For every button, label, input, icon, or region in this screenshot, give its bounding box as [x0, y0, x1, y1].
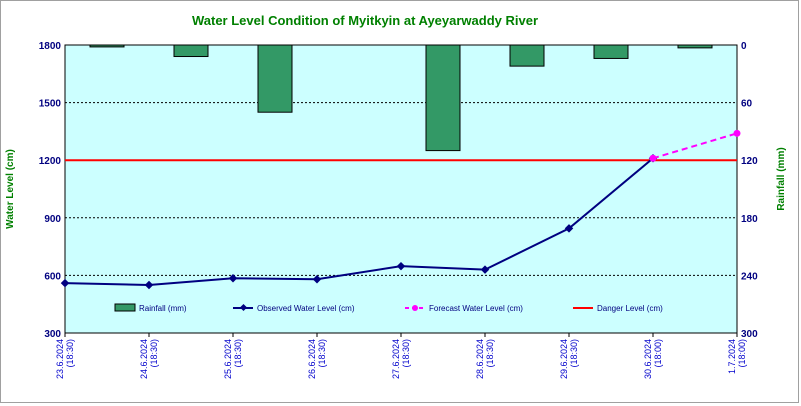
left-tick-label: 900 — [44, 214, 61, 225]
right-tick-label: 120 — [741, 156, 758, 167]
rainfall-bar — [593, 44, 629, 59]
right-tick-label: 0 — [741, 41, 747, 52]
observed-point — [144, 280, 154, 290]
observed-water-level-line — [64, 157, 654, 287]
x-tick-label-time: (18:30) — [149, 339, 159, 368]
legend-label: Danger Level (cm) — [597, 304, 663, 313]
x-tick-label-date: 23.6.2024 — [55, 339, 65, 379]
legend-label: Observed Water Level (cm) — [257, 304, 355, 313]
x-tick-label-time: (18:00) — [653, 339, 663, 368]
x-tick-label-time: (18:30) — [65, 339, 75, 368]
left-tick-label: 1800 — [39, 41, 62, 52]
left-tick-label: 300 — [44, 329, 61, 340]
x-tick-label-date: 27.6.2024 — [391, 339, 401, 379]
legend-label: Forecast Water Level (cm) — [429, 304, 523, 313]
left-tick-label: 1200 — [39, 156, 62, 167]
rainfall-bar — [509, 44, 545, 67]
legend: Rainfall (mm) Observed Water Level (cm) Fo… — [114, 303, 663, 313]
observed-point — [480, 265, 490, 274]
legend-swatch-rainfall — [114, 303, 136, 312]
right-tick-label: 300 — [741, 329, 758, 340]
left-axis-title: Water Level (cm) — [5, 149, 16, 229]
left-axis-ticks: 300 600 900 1200 1500 1800 — [39, 41, 62, 340]
right-axis-title: Rainfall (mm) — [776, 147, 787, 210]
plot-area — [64, 44, 738, 334]
rainfall-bars — [89, 44, 713, 152]
forecast-point — [649, 154, 657, 162]
right-tick-label: 180 — [741, 214, 758, 225]
observed-point — [60, 278, 70, 288]
observed-point — [228, 274, 238, 283]
x-tick-label-time: (18:30) — [485, 339, 495, 368]
observed-point — [396, 261, 406, 271]
rainfall-bar — [257, 44, 293, 113]
observed-point — [312, 274, 322, 284]
x-tick-label-date: 30.6.2024 — [643, 339, 653, 379]
x-tick-label-date: 29.6.2024 — [559, 339, 569, 379]
forecast-water-level-line — [652, 132, 738, 160]
x-axis-ticks: 23.6.2024 (18:30) 24.6.2024 (18:30) 25.6.202… — [55, 333, 747, 379]
forecast-point — [733, 129, 741, 137]
rainfall-bar — [677, 44, 713, 49]
x-tick-label-time: (18:30) — [401, 339, 411, 368]
chart-title: Water Level Condition of Myitkyin at Aye… — [192, 13, 538, 28]
legend-label: Rainfall (mm) — [139, 304, 187, 313]
right-tick-label: 60 — [741, 99, 753, 110]
rainfall-bar — [425, 44, 461, 152]
x-tick-label-date: 25.6.2024 — [223, 339, 233, 379]
rainfall-bar — [173, 44, 209, 58]
x-tick-label-date: 1.7.2024 — [727, 339, 737, 374]
x-tick-label-time: (18:30) — [233, 339, 243, 368]
right-tick-label: 240 — [741, 271, 758, 282]
x-tick-label-date: 24.6.2024 — [139, 339, 149, 379]
left-tick-label: 600 — [44, 271, 61, 282]
rainfall-bar — [89, 44, 125, 48]
x-tick-label-time: (18:00) — [737, 339, 747, 368]
left-tick-label: 1500 — [39, 99, 62, 110]
right-axis-ticks: 0 60 120 180 240 300 — [741, 41, 758, 340]
legend-marker-observed — [239, 303, 248, 312]
series-lines — [60, 129, 741, 290]
x-tick-label-time: (18:30) — [317, 339, 327, 368]
x-tick-label-time: (18:30) — [569, 339, 579, 368]
x-tick-label-date: 28.6.2024 — [475, 339, 485, 379]
legend-marker-forecast — [412, 305, 418, 311]
x-tick-label-date: 26.6.2024 — [307, 339, 317, 379]
